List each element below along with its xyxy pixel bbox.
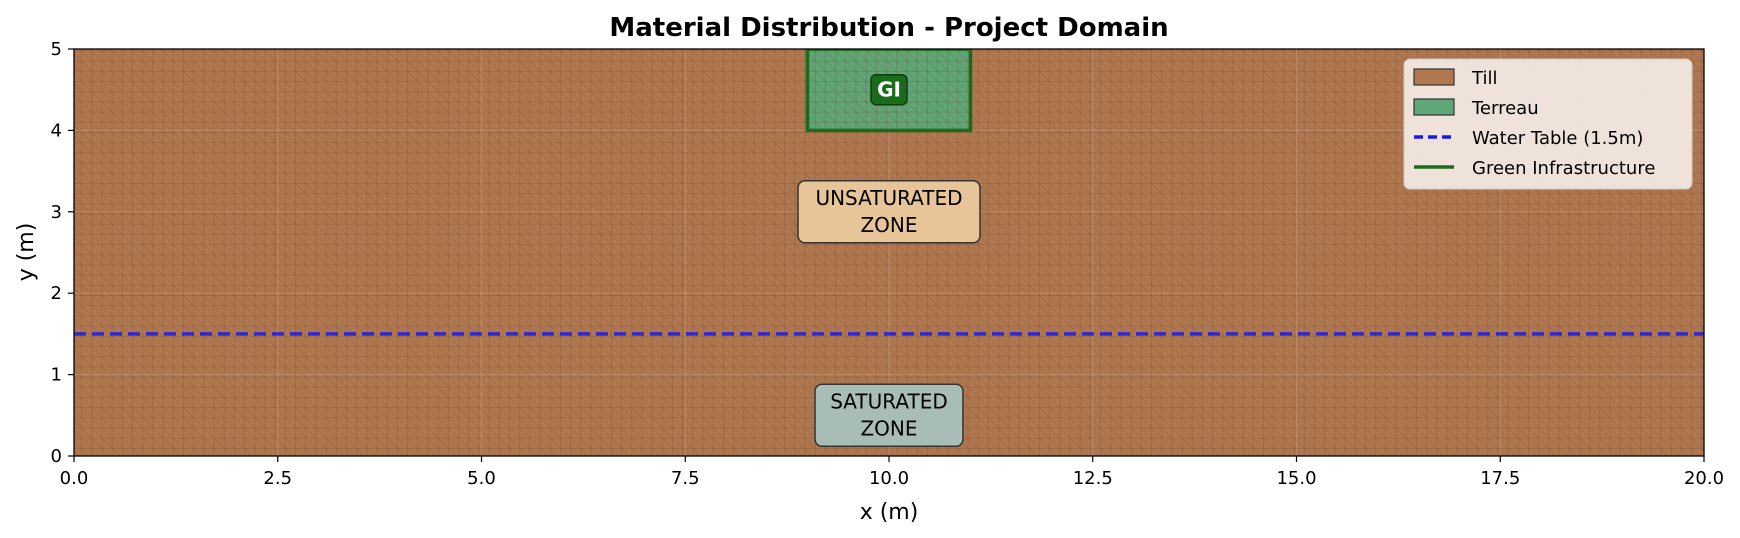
legend-green-infrastructure-label: Green Infrastructure bbox=[1472, 158, 1655, 179]
y-axis-label: y (m) bbox=[14, 223, 39, 282]
legend-terreau-swatch bbox=[1413, 98, 1455, 116]
x-axis-ticks: 0.0 2.5 5.0 7.5 10.0 12.5 15.0 17.5 20.0 bbox=[60, 456, 1724, 489]
unsaturated-zone-annotation: UNSATURATED ZONE bbox=[797, 180, 981, 244]
x-tick-label: 2.5 bbox=[263, 468, 292, 489]
legend-terreau-label: Terreau bbox=[1471, 98, 1539, 119]
y-tick-label: 1 bbox=[51, 365, 62, 386]
y-tick-label: 2 bbox=[51, 283, 62, 304]
x-tick-label: 15.0 bbox=[1276, 468, 1316, 489]
x-axis-label: x (m) bbox=[860, 500, 919, 525]
svg-text:ZONE: ZONE bbox=[860, 213, 917, 237]
y-tick-label: 3 bbox=[51, 202, 62, 223]
legend: Till Terreau Water Table (1.5m) Green In… bbox=[1403, 58, 1693, 190]
x-tick-label: 17.5 bbox=[1480, 468, 1520, 489]
y-tick-label: 0 bbox=[51, 446, 62, 467]
legend-till-swatch bbox=[1413, 68, 1455, 86]
y-tick-label: 4 bbox=[51, 120, 62, 141]
svg-text:GI: GI bbox=[877, 78, 901, 102]
x-tick-label: 0.0 bbox=[60, 468, 89, 489]
green-infrastructure-outline bbox=[805, 49, 973, 133]
y-axis-ticks: 0 1 2 3 4 5 bbox=[51, 39, 74, 467]
saturated-zone-annotation: SATURATED ZONE bbox=[814, 383, 964, 448]
x-tick-label: 5.0 bbox=[467, 468, 496, 489]
chart-title: Material Distribution - Project Domain bbox=[609, 13, 1168, 43]
x-tick-label: 12.5 bbox=[1073, 468, 1113, 489]
legend-box bbox=[1403, 58, 1693, 190]
x-tick-label: 20.0 bbox=[1684, 468, 1724, 489]
legend-till-label: Till bbox=[1471, 68, 1497, 89]
legend-water-table-label: Water Table (1.5m) bbox=[1472, 128, 1643, 149]
svg-text:ZONE: ZONE bbox=[860, 416, 917, 440]
y-tick-label: 5 bbox=[51, 39, 62, 60]
x-tick-label: 7.5 bbox=[671, 468, 700, 489]
x-tick-label: 10.0 bbox=[869, 468, 909, 489]
gi-annotation: GI bbox=[870, 73, 908, 106]
svg-text:SATURATED: SATURATED bbox=[830, 389, 948, 413]
svg-text:UNSATURATED: UNSATURATED bbox=[815, 186, 962, 210]
